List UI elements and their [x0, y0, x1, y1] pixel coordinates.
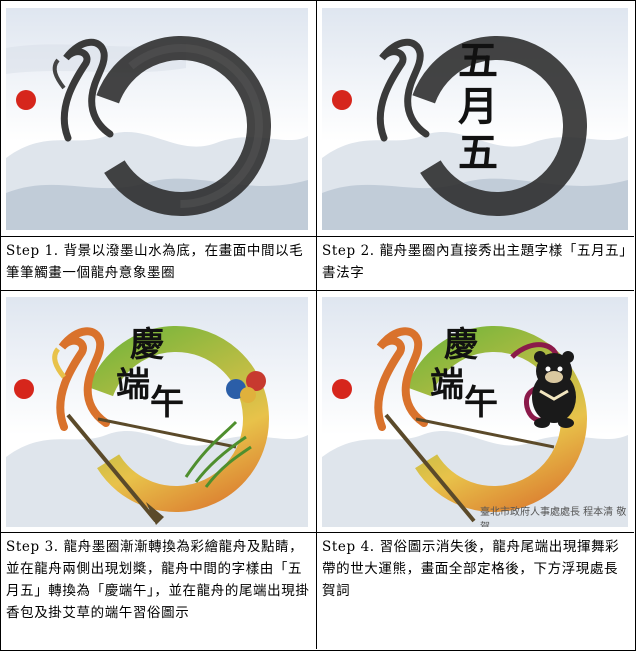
signature-text: 臺北市政府人事處處長 程本清 敬賀	[480, 507, 627, 527]
title-char-2: 月	[458, 83, 498, 130]
title-char-3: 午	[464, 383, 498, 423]
caption-step-4: Step 4. 習俗圖示消失後，龍舟尾端出現揮舞彩帶的世大運熊，畫面全部定格後，…	[322, 539, 620, 599]
title-char-3: 午	[150, 383, 184, 423]
row-divider-2	[0, 290, 634, 291]
panel-2-image: 五 月 五	[322, 8, 628, 230]
column-divider	[316, 0, 317, 649]
caption-step-3: Step 3. 龍舟墨圈漸漸轉換為彩繪龍舟及點睛，並在龍舟兩側出現划槳，龍舟中間…	[6, 539, 310, 621]
title-char-2: 端	[430, 365, 464, 405]
title-char-1: 慶	[130, 325, 164, 365]
title-char-3: 五	[458, 129, 498, 176]
title-char-1: 慶	[444, 325, 478, 365]
panel-4-image: 慶 端 午 臺北市政府人事處處長 程本清 敬賀	[322, 297, 628, 527]
caption-step-2: Step 2. 龍舟墨圈內直接秀出主題字樣「五月五」書法字	[322, 243, 627, 281]
panel-1-image	[6, 8, 308, 230]
panel-3-image: 慶 端 午	[6, 297, 308, 527]
caption-step-1: Step 1. 背景以潑墨山水為底，在畫面中間以毛筆筆觸畫一個龍舟意象墨圈	[6, 243, 304, 281]
row-divider-3	[0, 532, 634, 533]
row-divider-1	[0, 236, 634, 237]
title-char-2: 端	[116, 365, 150, 405]
title-char-1: 五	[458, 37, 498, 84]
